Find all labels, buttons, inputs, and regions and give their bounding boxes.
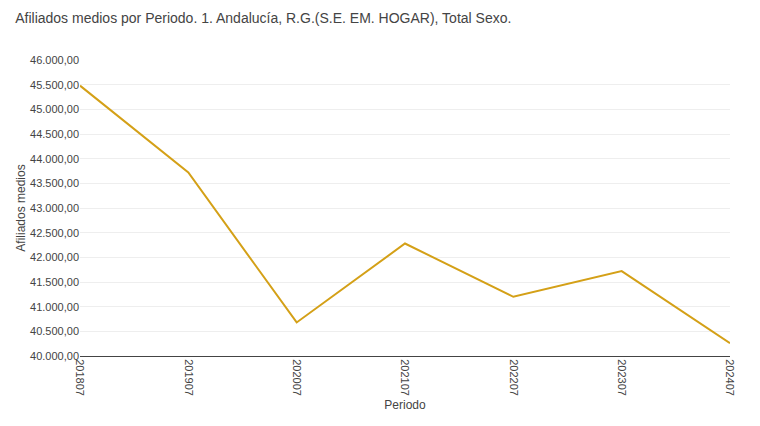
svg-text:202307: 202307	[616, 359, 628, 396]
svg-text:42.000,00: 42.000,00	[30, 251, 79, 263]
svg-text:42.500,00: 42.500,00	[30, 227, 79, 239]
svg-text:44.500,00: 44.500,00	[30, 128, 79, 140]
svg-text:202107: 202107	[399, 359, 411, 396]
svg-text:Afiliados medios por Periodo.: Afiliados medios por Periodo. 1. Andaluc…	[15, 10, 511, 26]
svg-text:202207: 202207	[508, 359, 520, 396]
svg-text:45.000,00: 45.000,00	[30, 103, 79, 115]
svg-text:40.500,00: 40.500,00	[30, 325, 79, 337]
svg-text:40.000,00: 40.000,00	[30, 350, 79, 362]
svg-text:41.500,00: 41.500,00	[30, 276, 79, 288]
svg-text:202407: 202407	[724, 359, 736, 396]
svg-text:Afiliados medios: Afiliados medios	[14, 164, 28, 251]
svg-text:45.500,00: 45.500,00	[30, 79, 79, 91]
svg-text:46.000,00: 46.000,00	[30, 54, 79, 66]
svg-text:Periodo: Periodo	[384, 398, 426, 412]
svg-text:44.000,00: 44.000,00	[30, 153, 79, 165]
svg-text:43.500,00: 43.500,00	[30, 177, 79, 189]
svg-text:202007: 202007	[291, 359, 303, 396]
svg-text:201907: 201907	[183, 359, 195, 396]
svg-text:41.000,00: 41.000,00	[30, 301, 79, 313]
svg-text:201807: 201807	[74, 359, 86, 396]
svg-text:43.000,00: 43.000,00	[30, 202, 79, 214]
